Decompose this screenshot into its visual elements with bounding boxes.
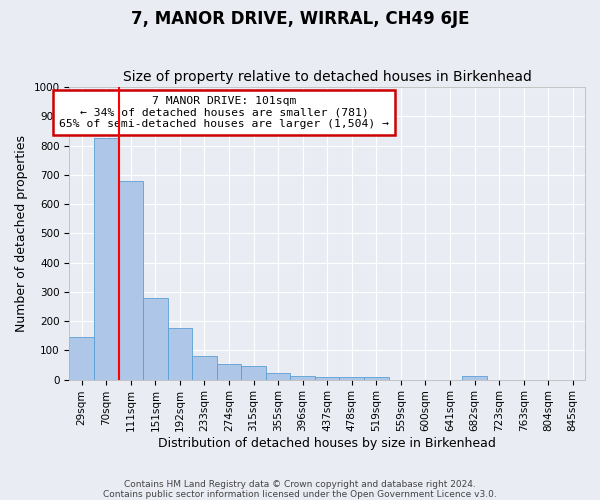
Bar — [70, 337, 94, 380]
Text: Contains HM Land Registry data © Crown copyright and database right 2024.
Contai: Contains HM Land Registry data © Crown c… — [103, 480, 497, 499]
X-axis label: Distribution of detached houses by size in Birkenhead: Distribution of detached houses by size … — [158, 437, 496, 450]
Text: 7, MANOR DRIVE, WIRRAL, CH49 6JE: 7, MANOR DRIVE, WIRRAL, CH49 6JE — [131, 10, 469, 28]
Bar — [462, 376, 487, 380]
Bar — [217, 364, 241, 380]
Bar — [340, 376, 364, 380]
Bar — [167, 328, 192, 380]
Bar — [241, 366, 266, 380]
Y-axis label: Number of detached properties: Number of detached properties — [15, 135, 28, 332]
Bar — [192, 356, 217, 380]
Title: Size of property relative to detached houses in Birkenhead: Size of property relative to detached ho… — [123, 70, 532, 85]
Bar — [290, 376, 315, 380]
Bar — [94, 138, 119, 380]
Text: 7 MANOR DRIVE: 101sqm
← 34% of detached houses are smaller (781)
65% of semi-det: 7 MANOR DRIVE: 101sqm ← 34% of detached … — [59, 96, 389, 129]
Bar — [266, 373, 290, 380]
Bar — [315, 378, 340, 380]
Bar — [143, 298, 167, 380]
Bar — [119, 180, 143, 380]
Bar — [364, 376, 389, 380]
